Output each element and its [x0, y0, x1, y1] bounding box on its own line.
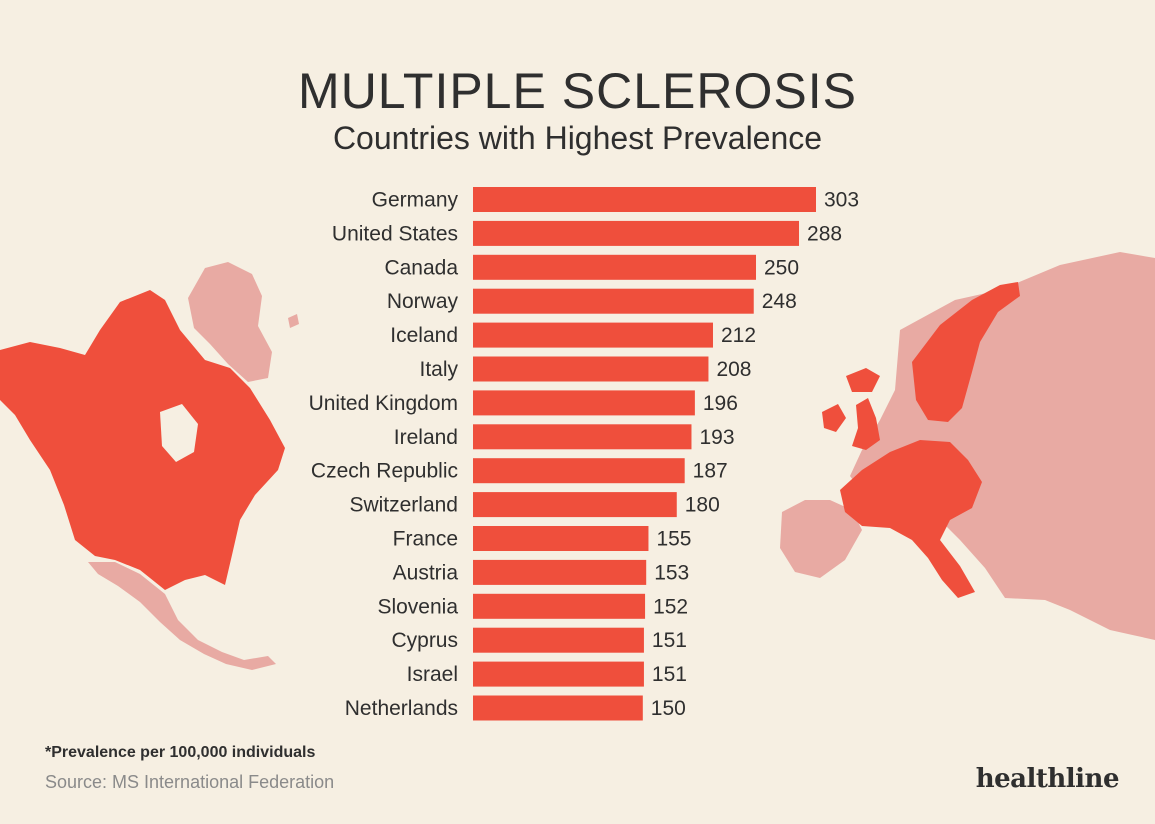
bar	[473, 390, 695, 416]
category-label: Switzerland	[349, 494, 458, 517]
central-europe-map-shape	[840, 440, 982, 598]
value-label: 152	[653, 595, 688, 618]
uk-map-shape	[852, 398, 880, 450]
bar	[473, 458, 685, 484]
value-label: 303	[824, 189, 859, 212]
value-label: 151	[652, 629, 687, 652]
iceland-map-shape	[846, 368, 880, 392]
mexico-map-shape	[88, 562, 276, 670]
value-label: 196	[703, 392, 738, 415]
category-label: Norway	[387, 290, 459, 313]
bar	[473, 695, 643, 721]
bar	[473, 254, 757, 280]
bar	[473, 559, 647, 585]
value-label: 155	[656, 528, 691, 551]
category-label: Slovenia	[377, 595, 458, 618]
bar	[473, 492, 677, 518]
bar	[473, 627, 644, 653]
value-label: 151	[652, 663, 687, 686]
value-label: 180	[685, 494, 720, 517]
brand-logo: healthline	[975, 764, 1120, 794]
category-label: France	[393, 528, 458, 551]
value-label: 248	[762, 290, 797, 313]
value-label: 208	[716, 358, 751, 381]
category-label: Germany	[372, 189, 459, 212]
value-label: 187	[693, 460, 728, 483]
value-label: 288	[807, 222, 842, 245]
bar	[473, 526, 649, 551]
category-label: Netherlands	[345, 697, 458, 720]
category-label: Czech Republic	[311, 460, 458, 483]
bar	[473, 288, 754, 314]
greenland-islet-shape	[288, 314, 299, 328]
bar	[473, 220, 800, 246]
value-label: 212	[721, 324, 756, 347]
value-label: 193	[699, 426, 734, 449]
bar	[473, 661, 644, 687]
bar	[473, 322, 713, 348]
value-label: 153	[654, 561, 689, 584]
value-label: 250	[764, 256, 799, 279]
bar	[473, 356, 709, 382]
hudson-bay-shape	[160, 404, 198, 462]
category-label: Ireland	[394, 426, 458, 449]
footnote: *Prevalence per 100,000 individuals	[45, 744, 316, 761]
scandinavia-map-shape	[912, 282, 1020, 422]
category-label: Iceland	[390, 324, 458, 347]
bar	[473, 593, 646, 619]
source-note: Source: MS International Federation	[45, 772, 335, 792]
category-label: United Kingdom	[309, 392, 458, 415]
value-label: 150	[651, 697, 686, 720]
page-title: MULTIPLE SCLEROSIS	[298, 63, 857, 119]
iberia-map-shape	[780, 500, 862, 578]
category-label: Israel	[407, 663, 458, 686]
ireland-map-shape	[822, 404, 846, 432]
north-america-map-shape	[0, 290, 285, 590]
page-subtitle: Countries with Highest Prevalence	[332, 120, 823, 156]
category-label: Canada	[384, 256, 458, 279]
greenland-map-shape	[188, 262, 272, 382]
category-label: United States	[332, 222, 458, 245]
category-label: Italy	[419, 358, 458, 381]
bar	[473, 187, 816, 212]
category-label: Austria	[393, 561, 459, 584]
bar	[473, 424, 692, 450]
category-label: Cyprus	[391, 629, 458, 652]
